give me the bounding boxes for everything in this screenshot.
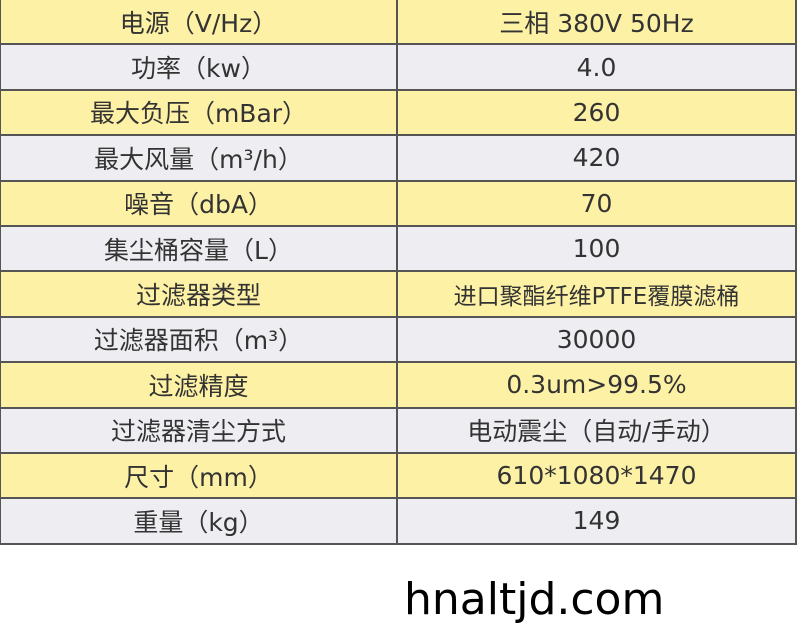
table-row: 过滤精度 0.3um>99.5% — [0, 361, 797, 409]
spec-label: 最大风量（m³/h） — [0, 134, 398, 182]
spec-table: 电源（V/Hz） 三相 380V 50Hz 功率（kw） 4.0 最大负压（mBar） 2… — [0, 0, 797, 545]
spec-value: 70 — [396, 179, 797, 227]
table-row: 过滤器类型 进口聚酯纤维PTFE覆膜滤桶 — [0, 270, 797, 318]
table-row: 最大负压（mBar） 260 — [0, 88, 797, 137]
table-row: 功率（kw） 4.0 — [0, 43, 797, 91]
spec-value: 610*1080*1470 — [396, 451, 797, 500]
spec-value: 0.3um>99.5% — [396, 361, 797, 409]
table-row: 电源（V/Hz） 三相 380V 50Hz — [0, 0, 797, 46]
table-row: 重量（kg） 149 — [0, 497, 797, 545]
spec-label: 功率（kw） — [0, 43, 398, 91]
table-row: 尺寸（mm） 610*1080*1470 — [0, 451, 797, 500]
spec-value: 30000 — [396, 315, 797, 364]
spec-value: 4.0 — [396, 43, 797, 91]
spec-value: 进口聚酯纤维PTFE覆膜滤桶 — [396, 270, 797, 318]
spec-label: 最大负压（mBar） — [0, 88, 398, 137]
spec-label: 重量（kg） — [0, 497, 398, 545]
table-row: 最大风量（m³/h） 420 — [0, 134, 797, 182]
spec-value: 100 — [396, 224, 797, 273]
spec-table-container: 电源（V/Hz） 三相 380V 50Hz 功率（kw） 4.0 最大负压（mBar） 2… — [0, 0, 797, 545]
spec-value: 260 — [396, 88, 797, 137]
table-row: 集尘桶容量（L） 100 — [0, 224, 797, 273]
table-row: 过滤器清尘方式 电动震尘（自动/手动） — [0, 406, 797, 454]
spec-label: 集尘桶容量（L） — [0, 224, 398, 273]
spec-label: 过滤器面积（m³） — [0, 315, 398, 364]
spec-label: 过滤器类型 — [0, 270, 398, 318]
watermark: hnaltjd.com — [404, 574, 665, 625]
spec-label: 电源（V/Hz） — [0, 0, 398, 46]
spec-label: 过滤精度 — [0, 361, 398, 409]
table-row: 噪音（dbA） 70 — [0, 179, 797, 227]
spec-label: 尺寸（mm） — [0, 451, 398, 500]
spec-value: 149 — [396, 497, 797, 545]
spec-label: 噪音（dbA） — [0, 179, 398, 227]
spec-label: 过滤器清尘方式 — [0, 406, 398, 454]
spec-value: 420 — [396, 134, 797, 182]
spec-value: 电动震尘（自动/手动） — [396, 406, 797, 454]
spec-value: 三相 380V 50Hz — [396, 0, 797, 46]
table-row: 过滤器面积（m³） 30000 — [0, 315, 797, 364]
